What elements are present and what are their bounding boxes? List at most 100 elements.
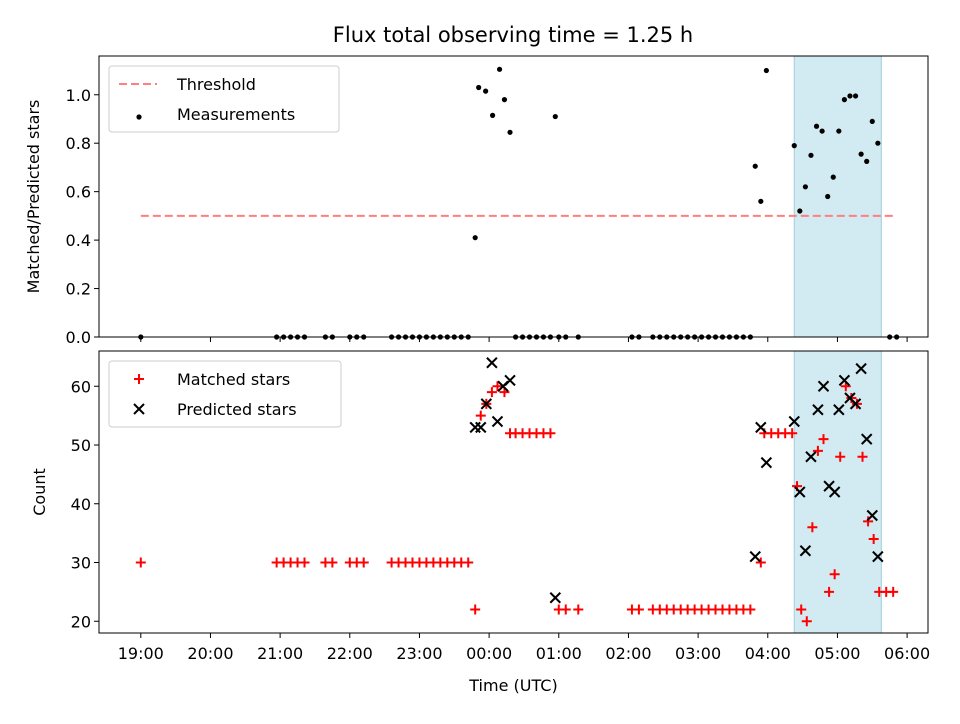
bottom-matched-point (486, 387, 497, 398)
bottom-matched-point (888, 586, 899, 597)
top-axes-frame (98, 55, 929, 338)
top-measurement-point (830, 174, 836, 180)
bottom-predicted-point (749, 550, 761, 563)
bottom-matched-point (358, 557, 369, 568)
bottom-legend-label: Predicted stars (177, 400, 297, 419)
bottom-matched-point (863, 516, 874, 527)
top-measurement-point (852, 93, 859, 99)
bottom-matched-point (868, 534, 879, 544)
bottom-predicted-point (860, 433, 873, 445)
top-measurement-point (752, 163, 758, 169)
bottom-matched-point (796, 604, 807, 615)
top-legend-symbol (136, 114, 142, 120)
bottom-predicted-point (549, 592, 562, 604)
top-measurement-point (847, 93, 853, 99)
bottom-predicted-point (817, 380, 830, 392)
bottom-predicted-point (866, 509, 878, 522)
bottom-legend-label: Matched stars (177, 370, 290, 389)
top-measurement-point (791, 143, 797, 149)
bottom-predicted-point (805, 451, 817, 463)
bottom-matched-point (492, 381, 503, 392)
bottom-predicted-point (838, 374, 851, 387)
bottom-matched-point (801, 616, 812, 627)
bottom-matched-point (327, 557, 338, 568)
bottom-matched-point (835, 451, 846, 462)
bottom-predicted-point (828, 486, 841, 498)
bottom-predicted-point (491, 415, 504, 428)
bottom-ytick-label: 20 (71, 612, 91, 631)
top-highlight-span (793, 55, 882, 338)
top-panel: 0.0 0.2 0.4 0.6 0.8 1.0 Matched/Predicted star… (24, 55, 929, 347)
top-measurement-point (496, 66, 503, 72)
bottom-xtick-label: 04:00 (745, 644, 791, 663)
bottom-matched-point (824, 586, 835, 597)
bottom-xtick-label: 20:00 (187, 644, 233, 663)
top-measurement-point (875, 140, 881, 146)
bottom-xtick-label: 01:00 (536, 644, 582, 663)
bottom-matched-point (470, 604, 481, 615)
top-measurement-point (825, 193, 831, 200)
bottom-axes-frame (98, 350, 929, 634)
top-measurement-point (864, 158, 870, 164)
bottom-predicted-point (788, 415, 800, 428)
top-measurement-point (819, 128, 825, 134)
top-measurement-point (813, 123, 820, 129)
top-measurement-point (858, 151, 864, 157)
bottom-predicted-point (849, 398, 862, 410)
bottom-xtick-label: 02:00 (605, 644, 651, 663)
bottom-matched-point (807, 522, 818, 533)
top-measurement-point (802, 184, 808, 190)
top-measurement-point (758, 198, 764, 204)
top-measurement-point (763, 67, 769, 74)
top-measurement-point (808, 152, 814, 158)
top-chart-title: Flux total observing time = 1.25 h (333, 23, 693, 47)
bottom-matched-point (633, 604, 644, 615)
bottom-highlight-span (793, 350, 882, 634)
bottom-matched-point (560, 604, 571, 615)
bottom-ylabel: Count (30, 468, 49, 516)
bottom-matched-point (829, 569, 840, 580)
bottom-ytick-label: 30 (71, 554, 91, 573)
top-measurement-point (490, 112, 496, 118)
bottom-xtick-label: 06:00 (884, 644, 930, 663)
bottom-matched-point (745, 604, 756, 615)
top-legend-label: Measurements (177, 105, 295, 124)
top-measurement-point (869, 118, 875, 125)
bottom-ytick-label: 40 (71, 495, 91, 514)
top-measurement-point (841, 97, 848, 103)
top-ytick-label: 0.4 (66, 231, 91, 250)
top-legend-box (108, 65, 340, 133)
top-measurement-point (483, 88, 489, 94)
bottom-xtick-label: 21:00 (257, 644, 303, 663)
top-measurement-point (552, 113, 558, 120)
top-measurement-point (472, 235, 478, 241)
bottom-matched-point (573, 604, 584, 615)
bottom-legend-symbol (134, 374, 144, 384)
bottom-matched-point (135, 557, 146, 568)
top-ytick-label: 0.8 (66, 134, 91, 153)
top-ytick-label: 1.0 (66, 86, 91, 105)
top-measurement-point (476, 84, 482, 91)
bottom-predicted-point (480, 398, 493, 410)
bottom-xtick-label: 22:00 (327, 644, 373, 663)
bottom-predicted-point (799, 545, 812, 557)
bottom-xtick-label: 05:00 (814, 644, 860, 663)
bottom-matched-point (475, 410, 486, 421)
bottom-xtick-label: 19:00 (118, 644, 164, 663)
top-ytick-label: 0.0 (66, 328, 91, 347)
bottom-predicted-point (833, 404, 845, 416)
top-legend-label: Threshold (176, 75, 256, 94)
bottom-panel: 20 30 40 50 60 19:00 20:00 21:00 22:00 23:00 00:00… (30, 350, 930, 695)
bottom-legend-symbol (133, 403, 145, 415)
bottom-xtick-label: 00:00 (466, 644, 512, 663)
top-measurement-point (797, 208, 803, 214)
bottom-matched-point (818, 434, 829, 445)
top-ytick-label: 0.2 (66, 280, 91, 299)
bottom-ytick-label: 50 (71, 436, 91, 455)
bottom-predicted-point (812, 404, 824, 416)
bottom-xtick-label: 03:00 (675, 644, 721, 663)
top-ytick-label: 0.6 (66, 183, 91, 202)
bottom-xlabel: Time (UTC) (468, 676, 557, 695)
bottom-matched-point (299, 557, 310, 568)
